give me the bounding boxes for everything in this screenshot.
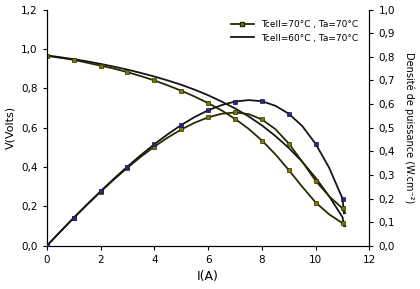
X-axis label: I(A): I(A) — [197, 271, 219, 284]
Y-axis label: V(Volts): V(Volts) — [5, 106, 16, 149]
Y-axis label: Densité de puissance (W.cm⁻²): Densité de puissance (W.cm⁻²) — [404, 52, 415, 203]
Legend: Tcell=70°C , Ta=70°C, Tcell=60°C , Ta=70°C: Tcell=70°C , Ta=70°C, Tcell=60°C , Ta=70… — [228, 16, 362, 46]
